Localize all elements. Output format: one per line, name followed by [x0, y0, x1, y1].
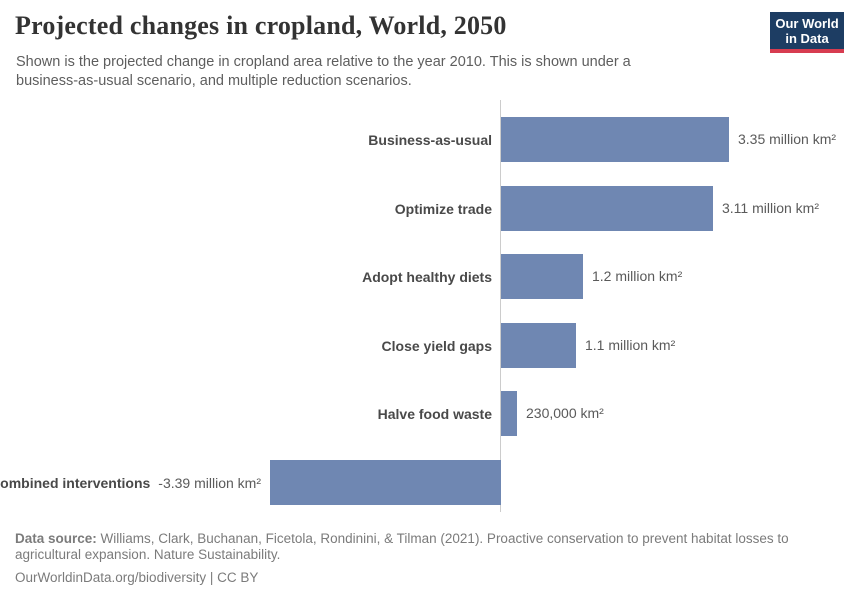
- category-label: Close yield gaps: [381, 337, 492, 354]
- category-label: Halve food waste: [377, 405, 492, 422]
- bar-combined-interventions: [270, 460, 501, 505]
- chart-row: Close yield gaps 1.1 million km²: [0, 323, 850, 368]
- chart-row: Combined interventions -3.39 million km²: [0, 460, 850, 505]
- row-label-group: Close yield gaps: [382, 323, 492, 368]
- value-label: 230,000 km²: [526, 405, 604, 421]
- value-label: 3.11 million km²: [722, 200, 819, 216]
- value-label: 3.35 million km²: [738, 131, 837, 147]
- data-source-text: Williams, Clark, Buchanan, Ficetola, Ron…: [15, 531, 789, 563]
- bar-close-yield-gaps: [501, 323, 576, 368]
- owid-logo-line2: in Data: [785, 31, 829, 46]
- value-label: 1.1 million km²: [585, 337, 676, 353]
- chart-row: Adopt healthy diets 1.2 million km²: [0, 254, 850, 299]
- category-label: Combined interventions: [0, 474, 151, 491]
- category-label: Business-as-usual: [368, 131, 492, 148]
- value-label: -3.39 million km²: [158, 474, 261, 491]
- chart-row: Optimize trade 3.11 million km²: [0, 186, 850, 231]
- zero-axis-line: [500, 100, 501, 512]
- category-label: Adopt healthy diets: [362, 268, 492, 285]
- data-source-line: Data source: Williams, Clark, Buchanan, …: [15, 531, 837, 564]
- bar-halve-food-waste: [501, 391, 517, 436]
- bar-business-as-usual: [501, 117, 729, 162]
- row-label-group: Adopt healthy diets: [362, 254, 492, 299]
- bar-optimize-trade: [501, 186, 713, 231]
- chart-area: Business-as-usual 3.35 million km² Optimiz…: [0, 100, 850, 512]
- bar-adopt-healthy-diets: [501, 254, 583, 299]
- chart-row: Business-as-usual 3.35 million km²: [0, 117, 850, 162]
- footer: Data source: Williams, Clark, Buchanan, …: [15, 531, 837, 586]
- category-label: Optimize trade: [394, 200, 492, 217]
- owid-logo: Our World in Data: [770, 12, 844, 53]
- chart-row: Halve food waste 230,000 km²: [0, 391, 850, 436]
- data-source-label: Data source:: [15, 531, 97, 546]
- value-label: 1.2 million km²: [592, 268, 683, 284]
- citation-url-line: OurWorldinData.org/biodiversity | CC BY: [15, 569, 259, 585]
- row-label-group: Optimize trade: [395, 186, 492, 231]
- row-label-group: Business-as-usual: [368, 117, 492, 162]
- chart-subtitle: Shown is the projected change in croplan…: [16, 54, 631, 90]
- owid-logo-line1: Our World: [775, 16, 839, 31]
- row-label-group: Combined interventions -3.39 million km²: [0, 460, 261, 505]
- chart-title: Projected changes in cropland, World, 20…: [15, 11, 507, 40]
- row-label-group: Halve food waste: [378, 391, 492, 436]
